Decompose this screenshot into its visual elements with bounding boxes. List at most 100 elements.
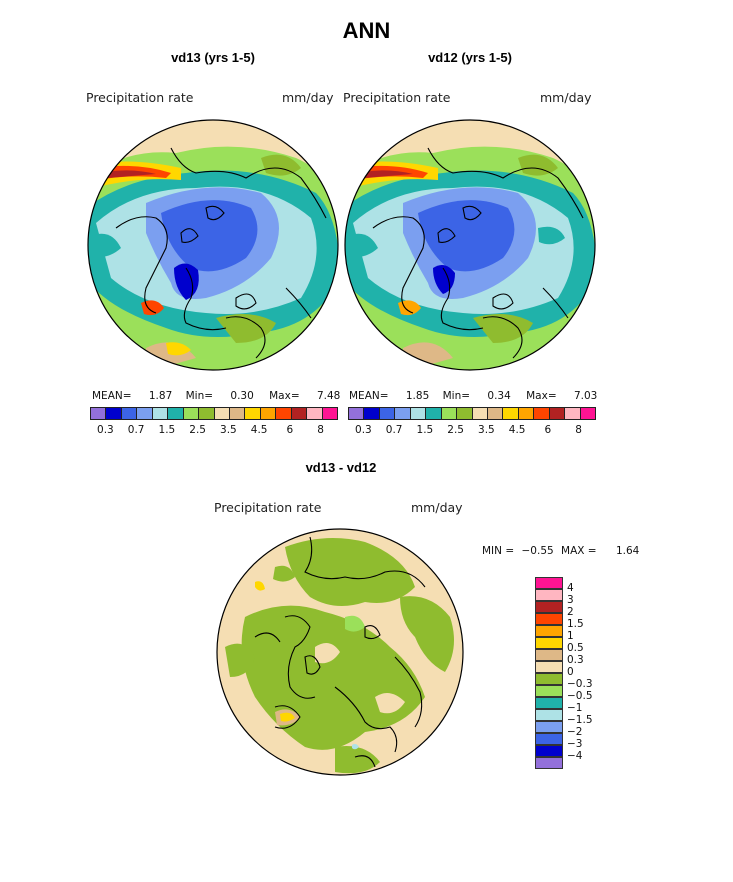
map-right-vd12 (344, 119, 596, 371)
colorbar-diff-swatch (535, 589, 563, 601)
map-right-coastlines (372, 147, 584, 359)
colorbar-swatch (549, 408, 566, 419)
colorbar-tick-label: 8 (575, 424, 582, 436)
colorbar-swatch (457, 408, 473, 419)
colorbar-diff-label: −4 (567, 750, 583, 762)
colorbar-swatch (260, 408, 277, 419)
colorbar-swatch (472, 408, 488, 419)
diff-max-label: MAX = (561, 545, 597, 557)
diff-max-value: 1.64 (615, 545, 640, 557)
panel-left-stats: MEAN= 1.87 Min= 0.30 Max= 7.48 (92, 390, 340, 402)
map-right-fields (345, 120, 595, 370)
colorbar-diff-label: −1.5 (567, 714, 593, 726)
panel-right-stats: MEAN= 1.85 Min= 0.34 Max= 7.03 (349, 390, 597, 402)
colorbar-swatch (106, 408, 122, 419)
colorbar-diff-swatch (535, 721, 563, 733)
map-right-boundary (344, 119, 596, 371)
colorbar-swatch (426, 408, 442, 419)
colorbar-diff-label: −2 (567, 726, 583, 738)
colorbar-swatch (395, 408, 411, 419)
diff-min-value: −0.55 (521, 545, 554, 557)
diff-panel-subtitle: vd13 - vd12 (305, 460, 377, 475)
stat-mean-value: 1.87 (148, 390, 173, 402)
diff-min-max: MIN = −0.55 MAX = 1.64 (482, 545, 639, 557)
colorbar-diff-swatch (535, 601, 563, 613)
colorbar-diff-label: 0.5 (567, 642, 584, 654)
colorbar-swatch (441, 408, 458, 419)
colorbar-diff-label: 3 (567, 594, 574, 606)
colorbar-diff-label: 0.3 (567, 654, 584, 666)
colorbar-swatch (183, 408, 200, 419)
colorbar-swatch (121, 408, 138, 419)
colorbar-swatch (91, 408, 107, 419)
colorbar-tick-label: 4.5 (250, 424, 268, 436)
panel-right-subtitle: vd12 (yrs 1-5) (428, 50, 512, 65)
panel-left-subtitle: vd13 (yrs 1-5) (171, 50, 255, 65)
colorbar-swatch (152, 408, 169, 419)
colorbar-swatch (349, 408, 365, 419)
panel-right-field-label: Precipitation rate (343, 90, 451, 105)
colorbar-swatch (307, 408, 323, 419)
colorbar-tick-label: 3.5 (478, 424, 495, 436)
colorbar-tick-label: 8 (317, 424, 324, 436)
colorbar-diff-label: −3 (567, 738, 583, 750)
colorbar-swatch (565, 408, 581, 419)
colorbar-left (90, 407, 338, 420)
colorbar-diff-swatch (535, 625, 563, 637)
colorbar-diff-swatch (535, 613, 563, 625)
colorbar-swatch (580, 408, 595, 419)
panel-left-units: mm/day (282, 90, 334, 105)
colorbar-right (348, 407, 596, 420)
colorbar-diff-label: −1 (567, 702, 583, 714)
colorbar-tick-label: 2.5 (447, 424, 464, 436)
colorbar-swatch (291, 408, 308, 419)
colorbar-diff-swatch (535, 757, 563, 769)
colorbar-swatch (518, 408, 535, 419)
colorbar-swatch (276, 408, 292, 419)
colorbar-tick-label: 0.7 (127, 424, 145, 436)
colorbar-swatch (214, 408, 230, 419)
map-diff-coastlines (254, 536, 426, 768)
stat-min-value: 0.30 (230, 390, 254, 402)
colorbar-diff-label: 0 (567, 666, 574, 678)
panel-left-field-label: Precipitation rate (86, 90, 194, 105)
map-left-vd13 (87, 119, 339, 371)
colorbar-diff-swatch (535, 697, 563, 709)
colorbar-swatch (379, 408, 396, 419)
colorbar-tick-label: 1.5 (416, 424, 434, 436)
stat-max-value: 7.48 (316, 390, 341, 402)
colorbar-diff-swatch (535, 745, 563, 757)
colorbar-diff-swatch (535, 661, 563, 673)
stat-max-label: Max= (269, 390, 300, 402)
colorbar-swatch (364, 408, 380, 419)
panel-right-units: mm/day (540, 90, 592, 105)
colorbar-diff-swatch (535, 685, 563, 697)
stat-mean-label: MEAN= (349, 390, 389, 402)
stat-min-label: Min= (185, 390, 214, 402)
colorbar-diff-swatch (535, 673, 563, 685)
colorbar-swatch (229, 408, 246, 419)
colorbar-swatch (322, 408, 337, 419)
colorbar-tick-label: 3.5 (220, 424, 237, 436)
diff-field-label: Precipitation rate (214, 500, 322, 515)
colorbar-swatch (168, 408, 184, 419)
colorbar-tick-label: 1.5 (158, 424, 176, 436)
colorbar-diff-swatch (535, 709, 563, 721)
map-diff-fields (217, 529, 463, 775)
stat-mean-value: 1.85 (405, 390, 430, 402)
colorbar-diff-label: −0.3 (567, 678, 593, 690)
map-left-fields (88, 120, 338, 370)
colorbar-diff-label: −0.5 (567, 690, 593, 702)
map-left-coastlines (115, 147, 327, 359)
colorbar-diff-label: 2 (567, 606, 574, 618)
colorbar-diff-swatch (535, 577, 563, 589)
stat-min-value: 0.34 (487, 390, 511, 402)
colorbar-diff-swatch (535, 637, 563, 649)
colorbar-tick-label: 0.3 (355, 424, 372, 436)
colorbar-diff-label: 4 (567, 582, 574, 594)
stat-max-value: 7.03 (573, 390, 598, 402)
colorbar-swatch (487, 408, 504, 419)
colorbar-swatch (534, 408, 550, 419)
diff-units: mm/day (411, 500, 463, 515)
stat-mean-label: MEAN= (92, 390, 132, 402)
